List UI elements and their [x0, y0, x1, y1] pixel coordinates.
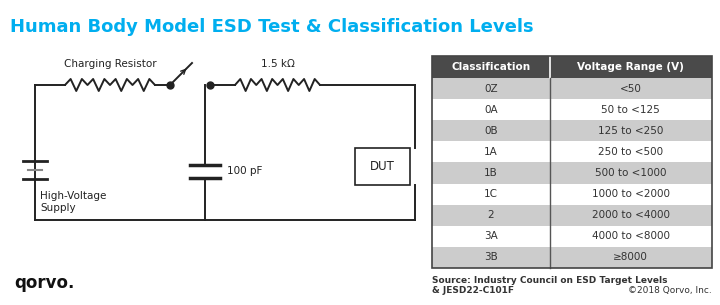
Text: 0B: 0B — [484, 126, 498, 136]
Bar — [432, 78, 712, 99]
Bar — [432, 120, 712, 141]
Text: 2000 to <4000: 2000 to <4000 — [592, 210, 670, 220]
Text: 4000 to <8000: 4000 to <8000 — [592, 231, 670, 241]
Text: 3A: 3A — [484, 231, 498, 241]
Text: DUT: DUT — [370, 160, 395, 173]
Text: 1A: 1A — [484, 147, 498, 157]
Text: 0Z: 0Z — [484, 84, 498, 94]
Bar — [432, 141, 712, 163]
Text: 1B: 1B — [484, 168, 498, 178]
Bar — [355, 148, 410, 185]
Bar — [432, 99, 712, 120]
Text: ©2018 Qorvo, Inc.: ©2018 Qorvo, Inc. — [629, 286, 712, 295]
Text: 100 pF: 100 pF — [227, 167, 262, 177]
Text: 3B: 3B — [484, 253, 498, 262]
Bar — [432, 184, 712, 205]
Text: Voltage Range (V): Voltage Range (V) — [577, 62, 684, 72]
Bar — [432, 205, 712, 226]
Text: 250 to <500: 250 to <500 — [598, 147, 663, 157]
Text: <50: <50 — [620, 84, 642, 94]
Text: 125 to <250: 125 to <250 — [598, 126, 664, 136]
Text: High-Voltage
Supply: High-Voltage Supply — [40, 191, 107, 213]
Text: 1C: 1C — [484, 189, 498, 199]
Text: qorvo.: qorvo. — [14, 274, 74, 292]
Bar — [432, 226, 712, 247]
Text: 0A: 0A — [484, 105, 498, 115]
Bar — [432, 163, 712, 184]
Text: Classification: Classification — [451, 62, 531, 72]
Text: Charging Resistor: Charging Resistor — [63, 59, 156, 69]
Bar — [432, 247, 712, 268]
Bar — [432, 56, 712, 78]
Text: 1.5 kΩ: 1.5 kΩ — [261, 59, 294, 69]
Text: 50 to <125: 50 to <125 — [601, 105, 660, 115]
Text: 2: 2 — [487, 210, 494, 220]
Text: Source: Industry Council on ESD Target Levels
& JESD22-C101F: Source: Industry Council on ESD Target L… — [432, 276, 667, 296]
Text: 500 to <1000: 500 to <1000 — [595, 168, 667, 178]
Bar — [432, 56, 712, 268]
Text: 1000 to <2000: 1000 to <2000 — [592, 189, 670, 199]
Text: Human Body Model ESD Test & Classification Levels: Human Body Model ESD Test & Classificati… — [10, 18, 534, 36]
Text: ≥8000: ≥8000 — [613, 253, 648, 262]
